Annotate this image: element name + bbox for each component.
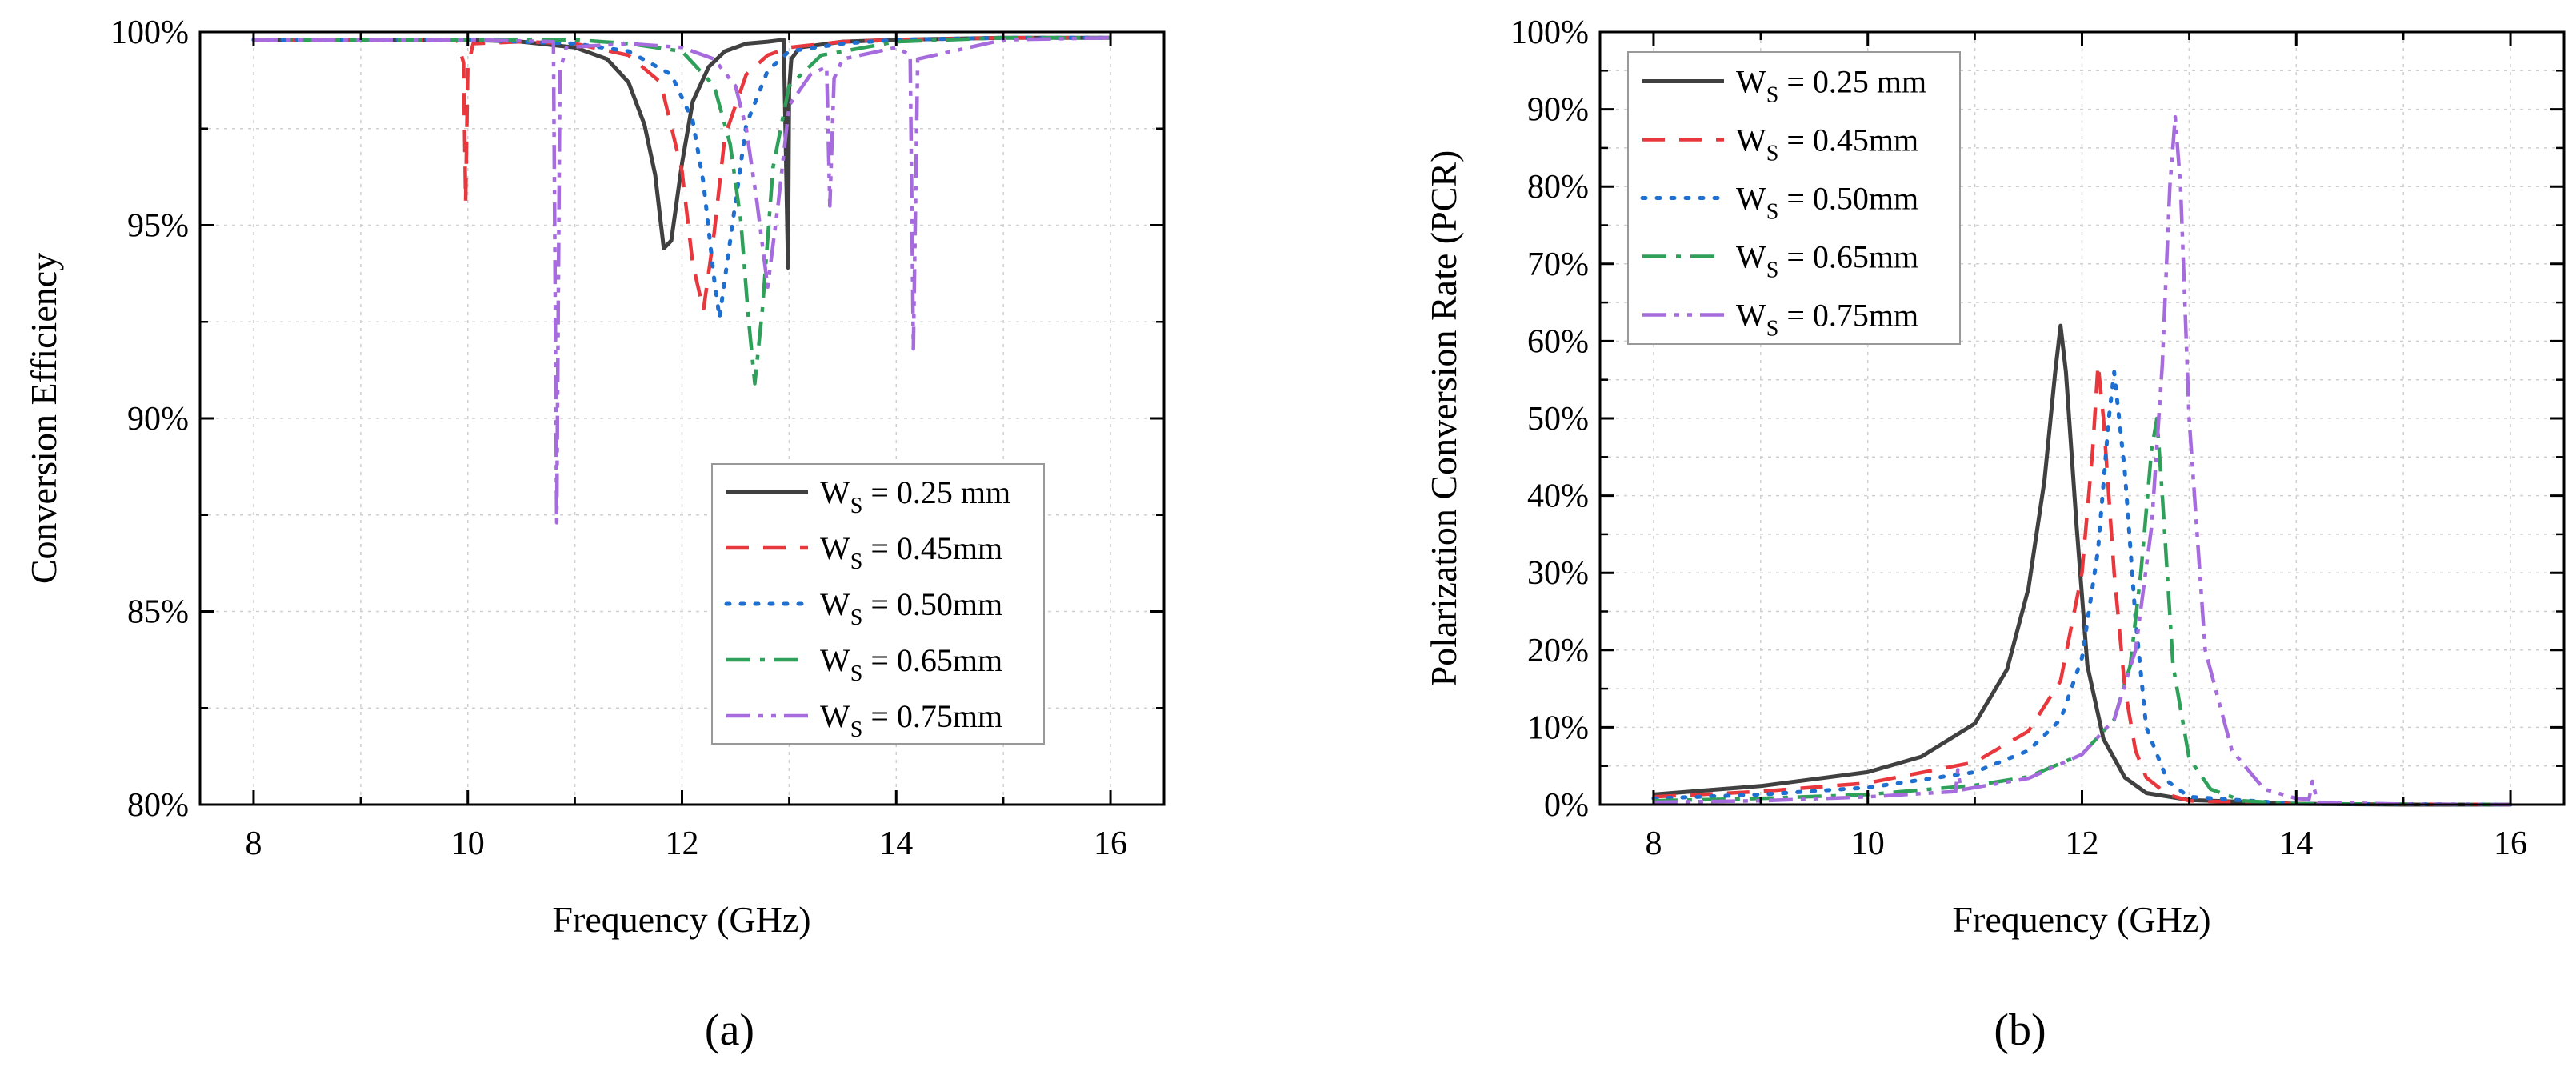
panel-a-x-tick-label: 8 xyxy=(245,825,262,862)
panel-a-y-tick-label: 95% xyxy=(127,208,189,245)
panel-b-series-line-050mm xyxy=(1651,370,2513,807)
panel-b-legend-box xyxy=(1627,51,1961,345)
panel-b-y-tick-label: 40% xyxy=(1527,478,1589,515)
panel-a-x-axis-title: Frequency (GHz) xyxy=(552,899,810,940)
panel-b-y-tick-label: 50% xyxy=(1527,401,1589,438)
panel-a-series-line-075mm xyxy=(253,35,1111,525)
panel-a-ticks: 8 10 12 14 16 80% 85% 90% 95% 100% xyxy=(110,14,1164,862)
panel-a-y-tick-label: 80% xyxy=(127,787,189,824)
panel-a-series-line-065mm xyxy=(253,35,1111,386)
panel-b-y-tick-label: 10% xyxy=(1527,709,1589,746)
panel-b-legend-label: WS = 0.50mm xyxy=(1736,181,1918,225)
panel-a-series-line-050mm xyxy=(251,35,1113,320)
panel-b-legend-label: WS = 0.25 mm xyxy=(1736,64,1926,108)
panel-a-legend-label: WS = 0.65mm xyxy=(820,642,1002,686)
panel-a-legend-box xyxy=(711,463,1045,745)
panel-a-x-tick-label: 16 xyxy=(1094,825,1127,862)
panel-a-legend-label: WS = 0.50mm xyxy=(820,586,1002,630)
panel-a-x-tick-label: 10 xyxy=(451,825,485,862)
panel-b-legend-label: WS = 0.45mm xyxy=(1736,122,1918,166)
panel-b-y-tick-label: 90% xyxy=(1527,92,1589,129)
panel-a-y-tick-label: 85% xyxy=(127,594,189,631)
panel-b-y-tick-label: 0% xyxy=(1544,787,1589,824)
panel-b-y-tick-label: 60% xyxy=(1527,323,1589,360)
panel-b-legend-label: WS = 0.75mm xyxy=(1736,298,1918,342)
panel-a-grid xyxy=(200,32,1164,805)
panel-a-series xyxy=(251,35,1113,525)
panel-b-y-tick-label: 30% xyxy=(1527,555,1589,592)
panel-b-y-axis-title: Polarization Conversion Rate (PCR) xyxy=(1423,150,1464,687)
panel-b-series-line-075mm xyxy=(1653,115,2511,807)
panel-b-grid xyxy=(1600,32,2564,805)
panel-b-label: (b) xyxy=(1994,1005,2046,1055)
panel-b-x-tick-label: 12 xyxy=(2066,825,2099,862)
panel-b-x-tick-label: 16 xyxy=(2494,825,2527,862)
panel-a-label: (a) xyxy=(705,1005,754,1055)
panel-b-x-tick-label: 14 xyxy=(2279,825,2313,862)
panel-b-x-tick-label: 10 xyxy=(1851,825,1885,862)
panel-b-y-tick-label: 100% xyxy=(1510,14,1589,51)
panel-a-x-tick-label: 14 xyxy=(879,825,913,862)
panel-a-legend: WS = 0.25 mm WS = 0.45mm WS = 0.50mm WS = 0… xyxy=(711,463,1045,745)
panel-a-x-tick-label: 12 xyxy=(666,825,699,862)
panel-a-y-tick-label: 100% xyxy=(110,14,189,51)
panel-b-series-line-045mm xyxy=(1653,362,2511,807)
panel-b-legend-label: WS = 0.65mm xyxy=(1736,239,1918,283)
panel-b-ticks: 8 10 12 14 16 0% 10% 20% 30% 40% 50% 60% 70% 80% 90% 10… xyxy=(1510,14,2564,862)
panel-b-y-tick-label: 70% xyxy=(1527,246,1589,283)
panel-a-legend-label: WS = 0.45mm xyxy=(820,530,1002,574)
panel-b-x-axis-title: Frequency (GHz) xyxy=(1952,899,2210,940)
panel-b-series xyxy=(1651,115,2513,807)
panel-a-chart: 8 10 12 14 16 80% 85% 90% 95% 100% Frequency (GHz… xyxy=(23,14,1166,1055)
panel-b-x-tick-label: 8 xyxy=(1645,825,1662,862)
panel-b-legend: WS = 0.25 mm WS = 0.45mm WS = 0.50mm WS = 0… xyxy=(1627,51,1961,345)
panel-b-y-tick-label: 20% xyxy=(1527,633,1589,669)
panel-b-chart: 8 10 12 14 16 0% 10% 20% 30% 40% 50% 60% 70% 80% 90% 10… xyxy=(1423,14,2566,1055)
panel-a-series-line-045mm xyxy=(253,35,1111,313)
panel-a-y-axis-title: Conversion Efficiency xyxy=(23,253,64,584)
panel-b-y-tick-label: 80% xyxy=(1527,169,1589,206)
panel-a-legend-label: WS = 0.75mm xyxy=(820,698,1002,742)
panel-a-legend-label: WS = 0.25 mm xyxy=(820,474,1010,518)
panel-a-y-tick-label: 90% xyxy=(127,401,189,438)
